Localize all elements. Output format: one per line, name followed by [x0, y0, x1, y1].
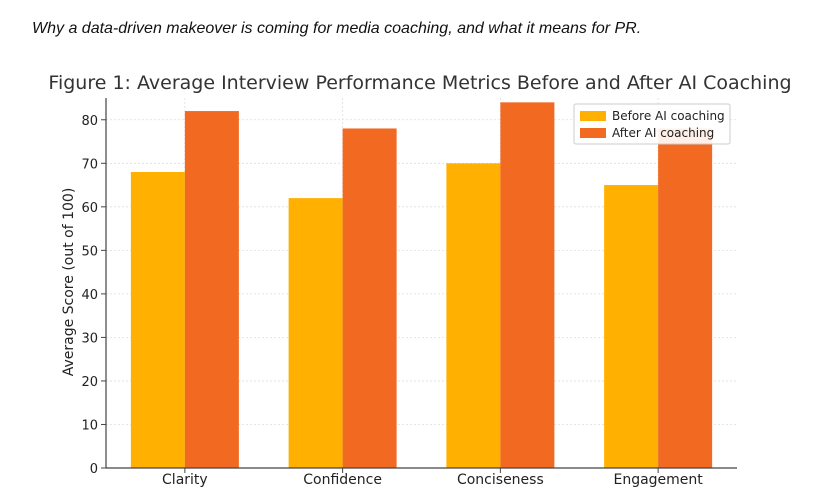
bar-before-confidence — [288, 198, 343, 468]
legend-label: Before AI coaching — [612, 109, 725, 123]
legend-box — [573, 103, 731, 145]
article-caption: Why a data-driven makeover is coming for… — [32, 20, 642, 37]
legend-label: After AI coaching — [612, 126, 714, 140]
y-axis-label: Average Score (out of 100) — [61, 188, 77, 377]
bar-after-engagement — [658, 128, 713, 468]
y-tick-label: 70 — [81, 157, 98, 172]
bar-after-clarity — [184, 111, 239, 468]
bar-before-clarity — [130, 172, 185, 468]
legend-swatch — [580, 128, 606, 138]
y-tick-label: 50 — [81, 244, 98, 259]
bar-before-engagement — [604, 185, 659, 468]
bar-before-conciseness — [446, 163, 501, 468]
y-tick-label: 0 — [90, 462, 98, 477]
x-tick-label: Conciseness — [457, 472, 544, 488]
y-tick-label: 20 — [81, 375, 98, 390]
y-tick-label: 80 — [81, 114, 98, 129]
y-tick-label: 60 — [81, 201, 98, 216]
y-tick-label: 30 — [81, 331, 98, 346]
x-axis-ticks: Clarity Confidence Conciseness Engagement — [162, 468, 703, 488]
legend: Before AI coaching After AI coaching — [573, 103, 731, 145]
bar-after-conciseness — [500, 102, 555, 469]
legend-swatch — [580, 111, 606, 121]
y-tick-label: 40 — [81, 288, 98, 303]
x-tick-label: Clarity — [162, 472, 208, 488]
y-axis-ticks: 0 10 20 30 40 50 60 70 80 — [81, 114, 106, 477]
x-tick-label: Engagement — [613, 472, 703, 488]
x-tick-label: Confidence — [303, 472, 382, 488]
y-tick-label: 10 — [81, 418, 98, 433]
chart-title: Figure 1: Average Interview Performance … — [48, 72, 791, 94]
bar-after-confidence — [342, 128, 397, 468]
bars-group — [130, 102, 713, 469]
